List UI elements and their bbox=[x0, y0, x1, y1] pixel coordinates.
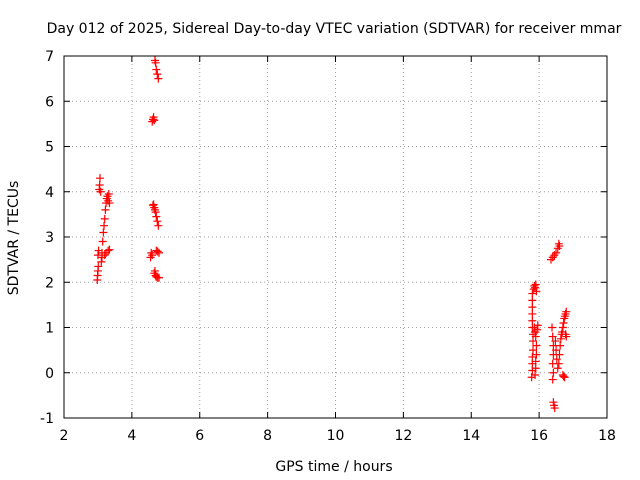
y-tick-label: 4 bbox=[45, 185, 54, 201]
data-point bbox=[95, 180, 104, 189]
data-point bbox=[99, 228, 108, 237]
data-point bbox=[532, 350, 541, 359]
x-tick-label: 8 bbox=[263, 428, 272, 444]
data-point bbox=[554, 359, 563, 368]
data-point bbox=[548, 375, 557, 384]
data-point bbox=[100, 214, 109, 223]
data-point bbox=[555, 350, 564, 359]
data-point bbox=[100, 221, 109, 230]
x-tick-label: 4 bbox=[127, 428, 136, 444]
x-axis-label: GPS time / hours bbox=[275, 459, 392, 475]
y-tick-label: 5 bbox=[45, 140, 54, 156]
data-point bbox=[104, 190, 113, 199]
data-point bbox=[531, 357, 540, 366]
data-point bbox=[153, 70, 162, 79]
x-tick-label: 10 bbox=[327, 428, 345, 444]
y-tick-label: -1 bbox=[40, 411, 54, 427]
x-tick-label: 6 bbox=[195, 428, 204, 444]
data-point bbox=[528, 289, 537, 298]
data-point bbox=[104, 246, 113, 255]
data-point bbox=[558, 323, 567, 332]
y-axis-label: SDTVAR / TECUs bbox=[6, 181, 22, 296]
data-point bbox=[155, 273, 164, 282]
data-point bbox=[94, 262, 103, 271]
data-point bbox=[151, 58, 160, 67]
data-point bbox=[152, 65, 161, 74]
data-point bbox=[148, 251, 157, 260]
data-point bbox=[101, 205, 110, 214]
y-tick-label: 1 bbox=[45, 321, 54, 337]
data-point bbox=[96, 187, 105, 196]
x-tick-label: 18 bbox=[598, 428, 616, 444]
data-point bbox=[529, 337, 538, 346]
y-tick-label: 0 bbox=[45, 366, 54, 382]
x-tick-label: 14 bbox=[462, 428, 480, 444]
data-point bbox=[555, 242, 564, 251]
data-point bbox=[528, 316, 537, 325]
data-point bbox=[153, 247, 162, 256]
data-point bbox=[153, 217, 162, 226]
data-point bbox=[105, 199, 114, 208]
data-point bbox=[97, 257, 106, 266]
data-point bbox=[533, 325, 542, 334]
data-point bbox=[562, 332, 571, 341]
data-point bbox=[562, 307, 571, 316]
x-tick-label: 2 bbox=[60, 428, 69, 444]
plot-frame bbox=[63, 55, 608, 419]
data-point bbox=[556, 341, 565, 350]
data-point bbox=[549, 368, 558, 377]
data-point bbox=[551, 337, 560, 346]
data-point bbox=[533, 321, 542, 330]
data-point bbox=[531, 280, 540, 289]
data-point bbox=[560, 373, 569, 382]
data-point bbox=[105, 245, 114, 254]
data-point bbox=[528, 296, 537, 305]
data-point bbox=[151, 208, 160, 217]
data-point bbox=[532, 287, 541, 296]
chart-title: Day 012 of 2025, Sidereal Day-to-day VTE… bbox=[47, 21, 622, 37]
data-point bbox=[529, 346, 538, 355]
data-point bbox=[553, 364, 562, 373]
data-point bbox=[528, 303, 537, 312]
data-point bbox=[548, 332, 557, 341]
data-point bbox=[528, 352, 537, 361]
x-tick-label: 16 bbox=[530, 428, 548, 444]
data-point bbox=[531, 364, 540, 373]
data-point bbox=[531, 332, 540, 341]
data-point bbox=[559, 318, 568, 327]
data-point bbox=[552, 248, 561, 257]
y-tick-label: 6 bbox=[45, 94, 54, 110]
data-points bbox=[93, 56, 571, 413]
data-point bbox=[152, 212, 161, 221]
data-point bbox=[531, 371, 540, 380]
y-tick-label: 3 bbox=[45, 230, 54, 246]
data-point bbox=[150, 116, 159, 125]
data-point bbox=[556, 334, 565, 343]
data-point bbox=[532, 341, 541, 350]
data-point bbox=[154, 221, 163, 230]
data-point bbox=[154, 74, 163, 83]
data-point bbox=[98, 237, 107, 246]
data-point bbox=[552, 346, 561, 355]
x-tick-label: 12 bbox=[394, 428, 412, 444]
data-point bbox=[528, 309, 537, 318]
y-tick-label: 7 bbox=[45, 49, 54, 65]
data-point bbox=[548, 323, 557, 332]
y-tick-label: 2 bbox=[45, 275, 54, 291]
data-point bbox=[550, 404, 559, 413]
data-point bbox=[530, 281, 539, 290]
data-point bbox=[552, 355, 561, 364]
data-point bbox=[93, 251, 102, 260]
data-point bbox=[559, 372, 568, 381]
data-point bbox=[155, 248, 164, 257]
data-point bbox=[95, 174, 104, 183]
grid bbox=[64, 56, 607, 418]
data-point bbox=[150, 266, 159, 275]
data-point bbox=[549, 341, 558, 350]
